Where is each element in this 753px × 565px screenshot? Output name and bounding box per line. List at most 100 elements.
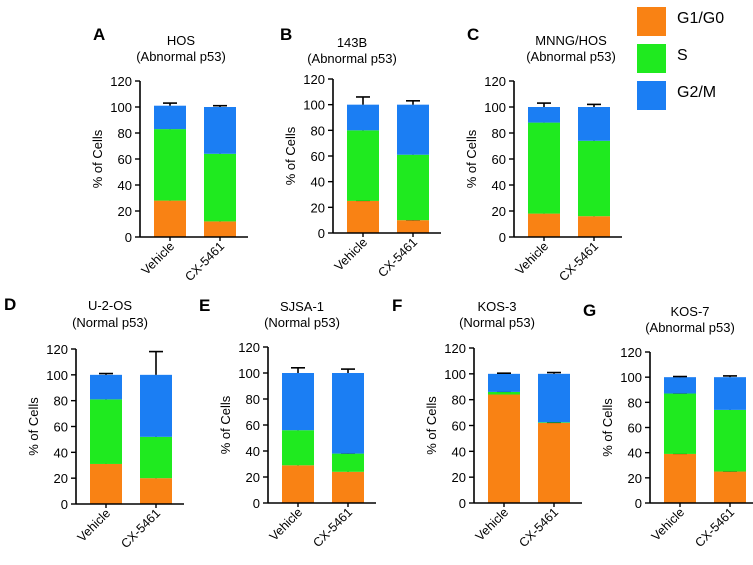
bar-segment-g1-g0	[204, 221, 236, 237]
bar-segment-g2-m	[528, 107, 560, 123]
legend-item-g1-g0: G1/G0	[634, 4, 752, 41]
category-tick-label: Vehicle	[332, 235, 370, 273]
y-tick-label: 60	[492, 152, 506, 167]
bar-segment-s	[528, 122, 560, 214]
y-tick-label: 100	[303, 98, 325, 113]
category-tick-label: Vehicle	[267, 505, 305, 543]
y-tick-label: 120	[620, 345, 642, 360]
y-tick-label: 60	[246, 418, 260, 433]
y-tick-label: 0	[499, 230, 506, 245]
y-tick-label: 20	[246, 470, 260, 485]
y-tick-label: 100	[444, 367, 466, 382]
bar-segment-s	[347, 130, 379, 201]
bar-segment-g2-m	[332, 373, 364, 454]
y-tick-label: 20	[452, 470, 466, 485]
legend-label: G1/G0	[677, 10, 725, 27]
y-tick-label: 40	[118, 178, 132, 193]
bar-segment-g2-m	[154, 105, 186, 130]
legend: G1/G0 S G2/M	[634, 4, 752, 115]
y-tick-label: 40	[628, 446, 642, 461]
y-tick-label: 120	[484, 74, 506, 89]
y-tick-label: 0	[459, 496, 466, 511]
y-tick-label: 100	[46, 368, 68, 383]
bar-segment-s	[282, 430, 314, 466]
legend-label: S	[677, 47, 688, 64]
y-tick-label: 80	[54, 394, 68, 409]
y-tick-label: 80	[492, 126, 506, 141]
y-tick-label: 0	[635, 496, 642, 511]
panel-subtitle: (Abnormal p53)	[307, 51, 397, 66]
bar-segment-g2-m	[714, 377, 746, 410]
y-tick-label: 80	[628, 395, 642, 410]
panel-title: KOS-7	[670, 304, 709, 319]
category-tick-label: CX-5461	[375, 235, 420, 280]
y-tick-label: 20	[492, 204, 506, 219]
y-tick-label: 20	[54, 471, 68, 486]
bar-segment-g1-g0	[397, 220, 429, 233]
category-tick-label: CX-5461	[516, 505, 561, 550]
panel-letter: E	[199, 296, 210, 315]
bar-segment-s	[538, 422, 570, 423]
y-tick-label: 20	[311, 200, 325, 215]
y-tick-label: 20	[628, 471, 642, 486]
y-axis-label: % of Cells	[90, 129, 105, 188]
legend-label: G2/M	[677, 84, 717, 101]
panel-letter: D	[4, 295, 16, 314]
bar-segment-s	[154, 129, 186, 201]
category-tick-label: Vehicle	[75, 506, 113, 544]
y-tick-label: 40	[452, 444, 466, 459]
bar-segment-s	[397, 154, 429, 221]
y-tick-label: 120	[110, 74, 132, 89]
bar-segment-s	[714, 409, 746, 472]
bar-segment-g1-g0	[538, 422, 570, 503]
y-tick-label: 120	[444, 341, 466, 356]
bar-segment-s	[90, 399, 122, 464]
legend-swatch-g1-g0	[637, 7, 666, 36]
bar-segment-g2-m	[282, 373, 314, 431]
bar-segment-g2-m	[347, 104, 379, 131]
y-tick-label: 40	[54, 445, 68, 460]
bar-segment-g1-g0	[714, 471, 746, 503]
y-tick-label: 100	[238, 366, 260, 381]
y-axis-label: % of Cells	[218, 395, 233, 454]
y-tick-label: 120	[46, 342, 68, 357]
category-tick-label: CX-5461	[182, 239, 227, 284]
panel-letter: A	[93, 25, 105, 44]
bar-segment-g1-g0	[332, 471, 364, 503]
bar-segment-g2-m	[664, 377, 696, 394]
bar-segment-g1-g0	[488, 394, 520, 503]
legend-swatch-s	[637, 44, 666, 73]
panel-title: U-2-OS	[88, 298, 132, 313]
panel-subtitle: (Normal p53)	[459, 315, 535, 330]
bar-segment-g2-m	[488, 373, 520, 392]
legend-item-g2-m: G2/M	[634, 78, 752, 115]
category-tick-label: Vehicle	[139, 239, 177, 277]
y-tick-label: 120	[238, 340, 260, 355]
bar-segment-s	[664, 393, 696, 454]
y-tick-label: 60	[628, 421, 642, 436]
y-tick-label: 120	[303, 72, 325, 87]
bar-segment-g1-g0	[282, 465, 314, 503]
bar-segment-g1-g0	[528, 213, 560, 237]
y-tick-label: 100	[620, 370, 642, 385]
panel-title: MNNG/HOS	[535, 33, 607, 48]
panel-title: HOS	[167, 33, 196, 48]
y-tick-label: 0	[125, 230, 132, 245]
y-axis-label: % of Cells	[600, 398, 615, 457]
y-tick-label: 80	[118, 126, 132, 141]
y-axis-label: % of Cells	[283, 126, 298, 185]
panel-letter: F	[392, 296, 402, 315]
y-tick-label: 80	[452, 393, 466, 408]
y-tick-label: 60	[311, 149, 325, 164]
bar-segment-s	[332, 453, 364, 472]
panel-letter: G	[583, 301, 596, 320]
panel-subtitle: (Abnormal p53)	[526, 49, 616, 64]
category-tick-label: Vehicle	[473, 505, 511, 543]
bar-segment-s	[488, 391, 520, 395]
bar-segment-g1-g0	[347, 200, 379, 233]
bar-segment-s	[204, 153, 236, 222]
category-tick-label: Vehicle	[513, 239, 551, 277]
bar-segment-g1-g0	[664, 453, 696, 503]
y-tick-label: 80	[311, 123, 325, 138]
bar-segment-g2-m	[140, 374, 172, 437]
